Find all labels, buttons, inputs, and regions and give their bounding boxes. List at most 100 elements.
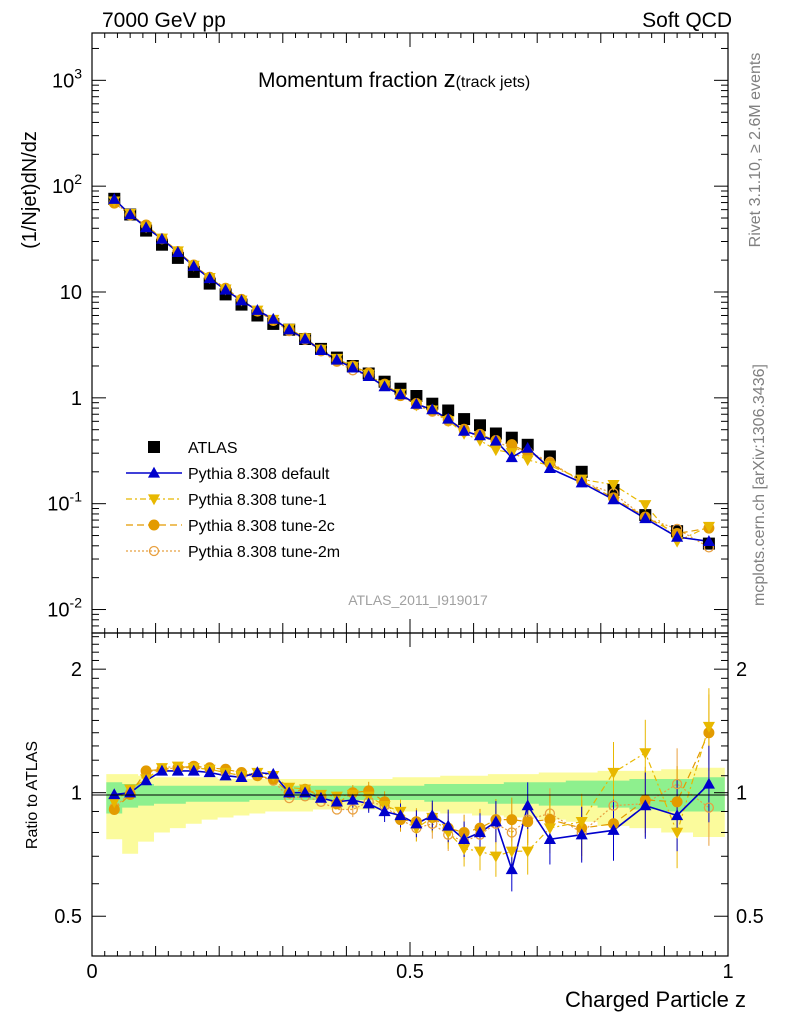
point-default xyxy=(171,246,184,257)
y-tick-label: 10-2 xyxy=(47,595,82,622)
point-default xyxy=(489,434,502,446)
point-default xyxy=(442,412,455,424)
ratio-point-tune1 xyxy=(607,767,620,779)
x-tick-label: 0 xyxy=(86,961,97,983)
point-default xyxy=(187,260,200,271)
point-default xyxy=(702,535,715,546)
legend: ATLAS Pythia 8.308 default Pythia 8.308 tu… xyxy=(126,440,340,561)
point-default xyxy=(458,424,471,436)
legend-label: Pythia 8.308 tune-2m xyxy=(188,544,340,561)
main-panel-frame xyxy=(91,32,729,634)
y-tick-label: 103 xyxy=(52,65,82,92)
chart-title-main: Momentum fraction xyxy=(258,69,444,92)
point-tune1 xyxy=(521,455,534,467)
ratio-point-tune1 xyxy=(473,846,487,858)
point-default xyxy=(267,312,280,324)
ratio-point-default xyxy=(394,809,407,821)
legend-marker-tune1 xyxy=(147,494,161,506)
ratio-point-tune1 xyxy=(543,823,556,835)
y-tick-label: 10 xyxy=(60,282,82,304)
legend-label: Pythia 8.308 tune-1 xyxy=(188,492,327,509)
ratio-point-default xyxy=(330,795,343,807)
ratio-point-default xyxy=(639,799,652,811)
legend-label: Pythia 8.308 tune-2c xyxy=(188,518,335,535)
analysis-label: ATLAS_2011_I919017 xyxy=(348,592,488,608)
point-default xyxy=(394,388,407,400)
x-tick-label: 1 xyxy=(722,961,733,983)
legend-marker-tune2m xyxy=(148,545,160,557)
ratio-point-tune1 xyxy=(702,721,715,733)
ratio-point-default xyxy=(458,833,471,844)
point-default xyxy=(124,208,137,220)
ratio-point-default xyxy=(108,788,121,800)
y-tick-label: 102 xyxy=(52,171,82,198)
legend-label: Pythia 8.308 default xyxy=(188,466,330,483)
header-left: 7000 GeV pp xyxy=(102,9,226,32)
main-series-markers xyxy=(108,192,715,553)
ratio-point-tune1 xyxy=(671,827,684,839)
point-default xyxy=(283,323,296,335)
y-tick-exponent: -1 xyxy=(70,489,83,505)
y-tick-base: 10 xyxy=(47,600,69,622)
point-tune1 xyxy=(639,500,652,512)
ratio-point-default xyxy=(219,769,232,781)
ratio-point-tune2m xyxy=(608,800,619,811)
series-line-default xyxy=(113,198,710,543)
point-default xyxy=(299,332,312,344)
header-right: Soft QCD xyxy=(642,9,732,32)
point-default xyxy=(505,451,518,463)
y-tick-base: 10 xyxy=(47,494,69,516)
ratio-point-default xyxy=(671,809,684,821)
ratio-point-tune1 xyxy=(362,791,375,803)
rivet-version-label: Rivet 3.1.10, ≥ 2.6M events xyxy=(747,53,764,248)
y-tick-exponent: -2 xyxy=(70,595,83,611)
ratio-point-default xyxy=(203,766,216,778)
ratio-point-tune1 xyxy=(521,846,534,858)
point-tune1 xyxy=(702,521,715,533)
legend-entry: ATLAS xyxy=(148,440,238,457)
point-atlas xyxy=(474,419,486,432)
chart-title-subscript: (track jets) xyxy=(456,74,531,91)
point-default xyxy=(235,294,248,306)
point-default xyxy=(203,272,216,284)
ratio-point-default xyxy=(489,815,502,827)
x-axis-label: Charged Particle z xyxy=(565,987,746,1012)
point-tune1 xyxy=(489,445,502,457)
ratio-point-default xyxy=(410,817,423,829)
point-default xyxy=(108,193,121,204)
ratio-point-default xyxy=(442,819,455,831)
ratio-point-default xyxy=(607,824,620,835)
point-default xyxy=(575,476,588,488)
x-tick-label: 0.5 xyxy=(396,961,424,983)
ratio-point-tune2m xyxy=(506,827,517,838)
ratio-point-default xyxy=(267,767,280,779)
point-default xyxy=(314,344,328,355)
ratio-point-default xyxy=(155,764,169,776)
mcplots-site-label: mcplots.cern.ch [arXiv:1306.3436] xyxy=(751,364,768,606)
legend-label: ATLAS xyxy=(188,440,238,457)
point-default xyxy=(639,512,652,524)
point-atlas xyxy=(458,413,471,426)
legend-marker-tune2c xyxy=(148,519,160,531)
point-default xyxy=(251,304,264,315)
point-atlas xyxy=(442,404,455,417)
ratio-point-tune1 xyxy=(639,748,652,760)
ratio-point-tune2c xyxy=(506,814,518,826)
ratio-point-default xyxy=(251,766,264,778)
legend-entry: Pythia 8.308 tune-2c xyxy=(126,518,335,535)
ratio-point-default xyxy=(314,791,328,803)
axis-ticks xyxy=(91,33,729,957)
y-tick-label: 1 xyxy=(71,388,82,410)
ratio-point-tune2m xyxy=(347,804,358,815)
legend-entry: Pythia 8.308 default xyxy=(126,466,330,483)
y-axis-label: (1/Njet)dN/dz xyxy=(19,131,41,249)
ratio-point-tune1 xyxy=(505,846,518,858)
point-default xyxy=(330,353,343,365)
y-tick-label: 10-1 xyxy=(47,489,82,516)
point-default xyxy=(346,361,359,373)
ratio-tick-label-right: 2 xyxy=(736,659,747,681)
point-default xyxy=(219,283,232,295)
chart-title: Momentum fraction z(track jets) xyxy=(258,66,530,93)
